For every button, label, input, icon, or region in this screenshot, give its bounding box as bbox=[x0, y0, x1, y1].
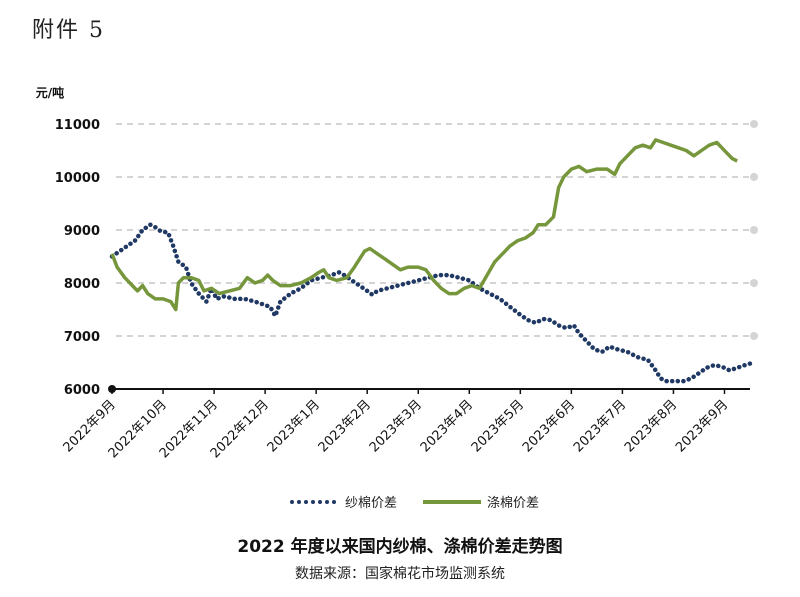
x-tick-label: 2023年2月 bbox=[316, 397, 374, 455]
y-tick-label: 8000 bbox=[64, 277, 100, 292]
series-group bbox=[109, 138, 753, 384]
gridline-end-dot bbox=[750, 226, 758, 234]
x-tick-label: 2023年3月 bbox=[367, 397, 425, 455]
x-tick-label: 2023年1月 bbox=[265, 397, 323, 455]
chart-title: 2022 年度以来国内纱棉、涤棉价差走势图 bbox=[237, 537, 563, 557]
y-tick-label: 6000 bbox=[64, 383, 100, 398]
legend-label: 涤棉价差 bbox=[487, 496, 540, 511]
x-axis: 2022年9月2022年10月2022年11月2022年12月2023年1月20… bbox=[61, 385, 750, 461]
legend: 纱棉价差 涤棉价差 bbox=[290, 492, 565, 511]
legend-dotted-marker bbox=[290, 499, 339, 504]
x-tick-label: 2023年5月 bbox=[469, 397, 527, 455]
chart-source: 数据来源：国家棉花市场监测系统 bbox=[295, 566, 505, 582]
gridline-end-dot bbox=[750, 332, 758, 340]
legend-item-poly-cotton: 涤棉价差 bbox=[423, 492, 539, 511]
y-tick-label: 10000 bbox=[55, 171, 100, 186]
series-line-0 bbox=[109, 222, 753, 384]
y-axis: 6000 7000 8000 9000 10000 11000 bbox=[55, 118, 100, 398]
x-tick-label: 2023年6月 bbox=[520, 397, 578, 455]
gridlines bbox=[116, 120, 758, 340]
gridline-end-dot bbox=[750, 173, 758, 181]
gridline-end-dot bbox=[750, 120, 758, 128]
legend-line-marker bbox=[423, 499, 482, 504]
x-tick-label: 2023年8月 bbox=[622, 397, 680, 455]
legend-item-yarn-cotton: 纱棉价差 bbox=[290, 492, 397, 511]
y-tick-label: 9000 bbox=[64, 224, 100, 239]
x-tick-label: 2023年7月 bbox=[571, 397, 629, 455]
x-tick-label: 2023年4月 bbox=[418, 397, 476, 455]
x-tick-label: 2023年9月 bbox=[673, 397, 731, 455]
legend-label: 纱棉价差 bbox=[345, 496, 398, 511]
attachment-label: 附件 5 bbox=[32, 18, 105, 43]
series-line-1 bbox=[110, 138, 739, 312]
y-tick-label: 11000 bbox=[55, 118, 100, 133]
gridline-end-dot bbox=[750, 279, 758, 287]
line-chart: 6000 7000 8000 9000 10000 11000 2022年9月2022年1… bbox=[36, 85, 758, 461]
y-axis-label: 元/吨 bbox=[36, 85, 64, 100]
y-tick-label: 7000 bbox=[64, 330, 100, 345]
